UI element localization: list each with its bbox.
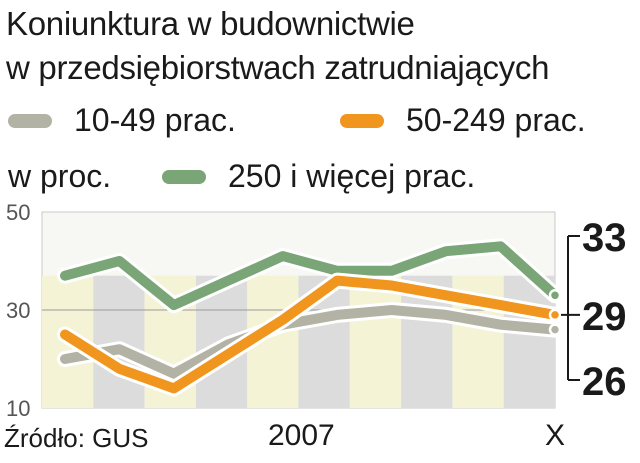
- x-tick-label-year: 2007: [268, 419, 335, 452]
- legend-label-medium: 50-249 prac.: [406, 102, 586, 138]
- chart-title-line2: w przedsiębiorstwach zatrudniających: [6, 49, 550, 86]
- end-value-label: 29: [582, 295, 627, 339]
- end-marker: [548, 323, 562, 336]
- legend-label-large: 250 i więcej prac.: [228, 158, 476, 194]
- y-tick-label: 10: [6, 396, 30, 421]
- chart-title: Koniunktura w budownictwie w przedsiębio…: [6, 2, 549, 90]
- legend-swatch-medium: [340, 113, 384, 128]
- y-axis-unit-label: w proc.: [8, 158, 112, 194]
- series-line: [60, 305, 560, 379]
- legend-item-medium: 50-249 prac.: [340, 102, 586, 139]
- end-marker: [548, 289, 562, 302]
- series-line: [60, 275, 560, 394]
- x-tick-label-last: X: [545, 419, 565, 452]
- legend-swatch-small: [8, 113, 52, 128]
- month-column: [349, 275, 402, 408]
- y-tick-label: 30: [6, 298, 30, 323]
- end-marker: [548, 308, 562, 322]
- legend-swatch-large: [162, 169, 206, 184]
- y-tick-label: 50: [6, 200, 30, 225]
- source-label: Źródło: GUS: [4, 423, 149, 453]
- chart-title-line1: Koniunktura w budownictwie: [6, 5, 415, 42]
- legend-label-small: 10-49 prac.: [74, 102, 236, 138]
- legend-item-small: 10-49 prac.: [8, 102, 236, 139]
- end-value-label: 33: [582, 216, 627, 260]
- legend-item-large: 250 i więcej prac.: [162, 158, 475, 195]
- series-line: [60, 241, 560, 311]
- end-value-label: 26: [582, 360, 627, 404]
